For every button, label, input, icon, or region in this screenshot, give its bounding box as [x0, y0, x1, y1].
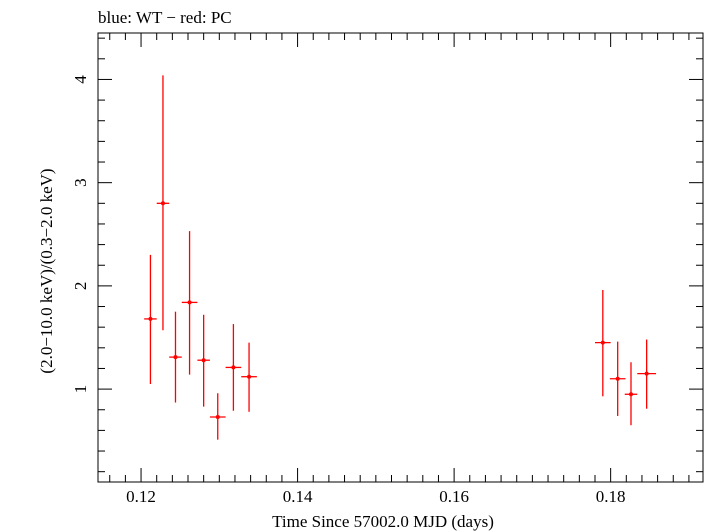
data-point: [624, 362, 638, 426]
data-marker: [247, 374, 252, 379]
data-marker: [644, 371, 649, 376]
data-point: [169, 311, 182, 403]
data-marker: [231, 365, 236, 370]
data-marker: [215, 414, 220, 419]
data-point: [609, 341, 626, 416]
axis-ticks: [98, 33, 703, 482]
data-point: [144, 254, 157, 384]
data-points: [144, 75, 657, 440]
y-tick-label: 2: [71, 282, 90, 291]
y-tick-labels: 1 2 3 4: [71, 75, 90, 394]
data-marker: [600, 340, 605, 345]
data-marker: [148, 316, 153, 321]
y-axis-label: (2.0−10.0 keV)/(0.3−2.0 keV): [37, 168, 56, 373]
y-tick-label: 3: [71, 178, 90, 187]
data-marker: [160, 201, 165, 206]
x-tick-label: 0.18: [596, 487, 626, 506]
data-point: [594, 290, 611, 397]
data-marker: [187, 300, 192, 305]
data-point: [241, 342, 257, 412]
data-marker: [173, 355, 178, 360]
x-tick-label: 0.12: [126, 487, 156, 506]
chart-title: blue: WT − red: PC: [98, 8, 232, 27]
data-point: [181, 231, 198, 375]
data-marker: [628, 392, 633, 397]
data-marker: [201, 358, 206, 363]
data-point: [156, 75, 170, 331]
data-point: [637, 339, 657, 409]
y-tick-label: 1: [71, 385, 90, 394]
data-point: [197, 314, 210, 407]
x-tick-label: 0.14: [283, 487, 313, 506]
x-tick-labels: 0.12 0.14 0.16 0.18: [126, 487, 625, 506]
data-point: [225, 324, 242, 411]
data-marker: [615, 376, 620, 381]
y-tick-label: 4: [71, 75, 90, 84]
x-axis-label: Time Since 57002.0 MJD (days): [272, 512, 494, 531]
x-tick-label: 0.16: [439, 487, 469, 506]
plot-frame: [97, 32, 704, 483]
data-point: [209, 393, 226, 440]
